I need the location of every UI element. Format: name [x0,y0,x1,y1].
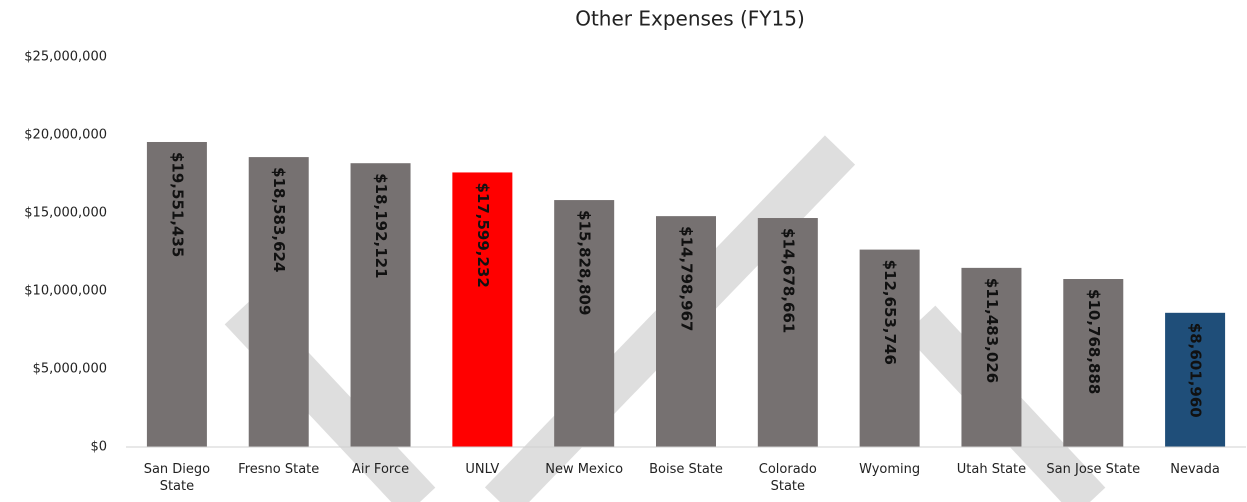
bar [961,267,1022,447]
y-tick-label: $0 [90,440,107,455]
value-label: $18,192,121 [372,173,390,278]
y-tick-label: $5,000,000 [33,362,107,377]
x-tick-label: UNLV [465,462,500,477]
y-tick-label: $10,000,000 [24,284,107,299]
bar [554,200,615,447]
value-label: $14,678,661 [779,228,797,333]
x-tick-label: Boise State [649,462,723,477]
x-tick-label: Wyoming [859,462,921,477]
value-label: $18,583,624 [270,167,288,272]
x-tick-label: Utah State [956,462,1027,477]
x-tick-label: San Jose State [1046,462,1141,477]
y-tick-label: $15,000,000 [24,206,107,221]
bar [1165,312,1226,447]
bar [350,163,411,447]
x-tick-label: Nevada [1170,462,1220,477]
x-tick-label: Fresno State [238,462,320,477]
bar [1063,279,1124,447]
bar [248,157,309,447]
value-label: $10,768,888 [1085,289,1103,394]
bar [859,249,920,447]
bar [757,218,818,447]
value-label: $12,653,746 [881,260,899,365]
x-tick-label: Air Force [351,462,410,477]
x-tick-label: San Diego State [143,462,211,494]
value-label: $14,798,967 [678,226,696,331]
value-label: $8,601,960 [1187,323,1205,418]
bar [656,216,716,447]
y-tick-label: $25,000,000 [24,50,107,65]
x-tick-label: New Mexico [545,462,624,477]
value-label: $15,828,809 [576,210,594,315]
x-tick-label: Colorado State [758,462,817,494]
chart-title: Other Expenses (FY15) [575,7,805,31]
value-label: $19,551,435 [168,152,186,257]
bar [146,141,207,447]
y-tick-label: $20,000,000 [24,128,107,143]
value-label: $11,483,026 [983,278,1001,383]
value-label: $17,599,232 [474,182,492,287]
bar [452,172,513,448]
